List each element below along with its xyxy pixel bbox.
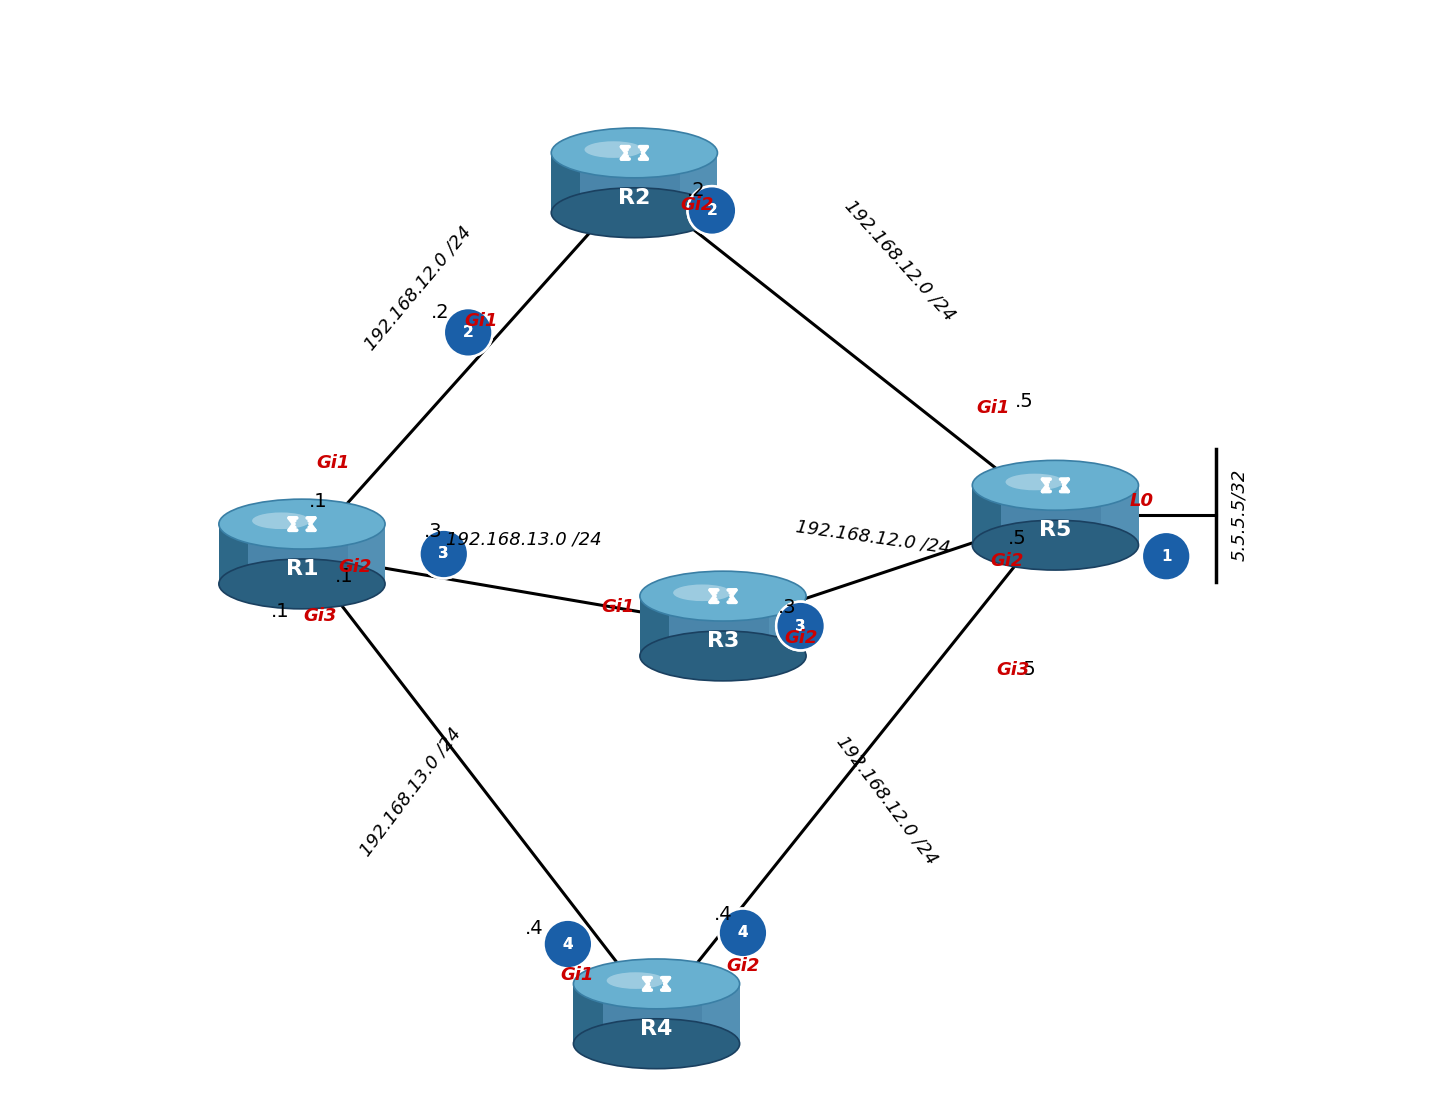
Polygon shape	[641, 596, 669, 656]
Text: 2: 2	[463, 325, 473, 340]
Text: Gi1: Gi1	[464, 312, 497, 330]
Text: 5.5.5.5/32: 5.5.5.5/32	[1231, 469, 1248, 562]
Polygon shape	[551, 153, 717, 213]
Ellipse shape	[641, 632, 805, 680]
Text: 3: 3	[795, 618, 805, 634]
Ellipse shape	[218, 499, 385, 548]
Text: .1: .1	[335, 566, 353, 586]
Text: L0: L0	[1129, 492, 1154, 510]
Text: 3: 3	[438, 546, 450, 562]
Polygon shape	[680, 153, 717, 213]
Text: 192.168.12.0 /24: 192.168.12.0 /24	[833, 732, 941, 868]
Text: 4: 4	[737, 925, 748, 941]
Text: .2: .2	[687, 181, 706, 201]
Circle shape	[719, 909, 768, 957]
Text: Gi2: Gi2	[784, 629, 817, 647]
Text: .5: .5	[1018, 659, 1037, 679]
Text: Gi1: Gi1	[602, 598, 635, 616]
Circle shape	[719, 909, 768, 957]
Polygon shape	[574, 984, 739, 1044]
Ellipse shape	[972, 521, 1138, 570]
Text: 192.168.12.0 /24: 192.168.12.0 /24	[842, 196, 959, 325]
Text: R1: R1	[286, 558, 318, 579]
Ellipse shape	[252, 512, 311, 529]
Text: .2: .2	[431, 302, 450, 322]
Ellipse shape	[1005, 474, 1064, 490]
Circle shape	[687, 186, 736, 235]
Text: 2: 2	[707, 203, 717, 218]
Text: Gi1: Gi1	[317, 454, 350, 472]
Text: Gi2: Gi2	[991, 552, 1024, 570]
Polygon shape	[972, 485, 1002, 545]
Text: Gi2: Gi2	[338, 558, 372, 576]
Text: .1: .1	[270, 602, 289, 622]
Text: 3: 3	[795, 618, 805, 634]
Polygon shape	[703, 984, 739, 1044]
Text: Gi3: Gi3	[996, 661, 1030, 679]
Text: R2: R2	[619, 187, 651, 208]
Polygon shape	[347, 524, 385, 584]
Ellipse shape	[574, 1019, 739, 1068]
Circle shape	[544, 920, 593, 968]
Ellipse shape	[972, 461, 1138, 510]
Text: R5: R5	[1040, 520, 1071, 541]
Ellipse shape	[674, 585, 732, 601]
Circle shape	[419, 530, 469, 578]
Circle shape	[444, 308, 493, 357]
Polygon shape	[574, 984, 603, 1044]
Text: 2: 2	[707, 203, 717, 218]
Text: .3: .3	[424, 522, 442, 542]
Circle shape	[777, 602, 824, 650]
Ellipse shape	[551, 129, 717, 177]
Polygon shape	[769, 596, 805, 656]
Circle shape	[444, 308, 493, 357]
Text: 192.168.12.0 /24: 192.168.12.0 /24	[362, 223, 476, 353]
Ellipse shape	[584, 142, 642, 157]
Ellipse shape	[218, 560, 385, 609]
Circle shape	[687, 186, 736, 235]
Text: .1: .1	[309, 492, 328, 512]
Text: Gi1: Gi1	[560, 966, 593, 984]
Circle shape	[419, 530, 469, 578]
Text: 3: 3	[438, 546, 450, 562]
Polygon shape	[1100, 485, 1138, 545]
Text: .4: .4	[714, 904, 732, 924]
Text: 2: 2	[463, 325, 473, 340]
Ellipse shape	[574, 958, 739, 1008]
Text: Gi3: Gi3	[304, 607, 337, 625]
Text: 4: 4	[562, 936, 573, 952]
Polygon shape	[641, 596, 805, 656]
Text: Gi1: Gi1	[976, 399, 1011, 417]
Text: Gi2: Gi2	[681, 196, 714, 214]
Polygon shape	[972, 485, 1138, 545]
Text: R4: R4	[641, 1018, 672, 1039]
Text: 4: 4	[562, 936, 573, 952]
Circle shape	[777, 602, 824, 650]
Text: .5: .5	[1015, 391, 1034, 411]
Text: R3: R3	[707, 630, 739, 652]
Text: 192.168.13.0 /24: 192.168.13.0 /24	[445, 531, 602, 548]
Text: 192.168.13.0 /24: 192.168.13.0 /24	[357, 725, 464, 860]
Text: .4: .4	[525, 919, 544, 938]
Text: Gi2: Gi2	[726, 957, 759, 975]
Ellipse shape	[607, 973, 665, 988]
Polygon shape	[218, 524, 385, 584]
Circle shape	[1142, 532, 1190, 581]
Text: .3: .3	[778, 597, 797, 617]
Text: 192.168.12.0 /24: 192.168.12.0 /24	[794, 517, 951, 557]
Text: 1: 1	[1161, 548, 1171, 564]
Circle shape	[544, 920, 593, 968]
Text: .5: .5	[1008, 529, 1027, 548]
Ellipse shape	[641, 572, 805, 620]
Polygon shape	[218, 524, 247, 584]
Text: 4: 4	[737, 925, 748, 941]
Ellipse shape	[551, 188, 717, 238]
Polygon shape	[551, 153, 580, 213]
